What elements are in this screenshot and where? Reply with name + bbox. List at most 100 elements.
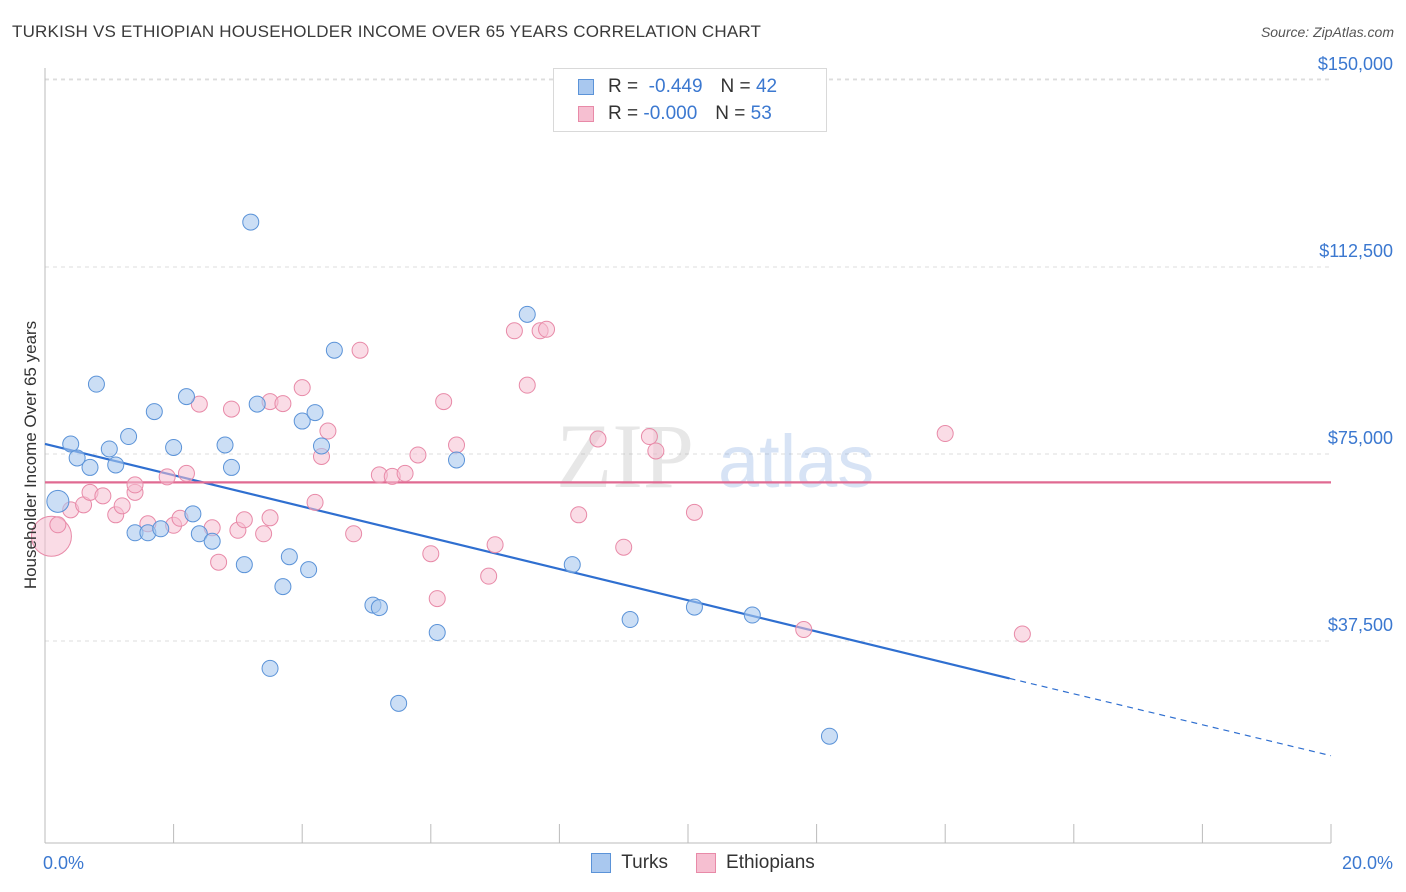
- ethiopians-point: [126, 476, 144, 494]
- ethiopians-point: [538, 320, 556, 338]
- legend-row-turks: R = -0.449 N = 42: [578, 75, 777, 99]
- ethiopians-point: [505, 322, 523, 340]
- ethiopians-point: [319, 422, 337, 440]
- trend-lines: [44, 442, 1332, 757]
- turks-point: [242, 213, 260, 231]
- ethiopians-point: [113, 497, 131, 515]
- ethiopians-point: [640, 428, 658, 446]
- ethiopians-point: [49, 516, 67, 534]
- series-legend: Turks Ethiopians: [0, 852, 1406, 874]
- turks-point: [280, 548, 298, 566]
- turks-point: [621, 611, 639, 629]
- chart-title: TURKISH VS ETHIOPIAN HOUSEHOLDER INCOME …: [12, 22, 762, 41]
- turks-point: [820, 727, 838, 745]
- ethiopians-point: [190, 395, 208, 413]
- ethiopians-point: [210, 553, 228, 571]
- source-label: Source: ZipAtlas.com: [1260, 24, 1394, 40]
- ethiopians-point: [396, 464, 414, 482]
- ethiopians-swatch: [578, 106, 594, 122]
- y-axis-label: Householder Income Over 65 years: [21, 321, 40, 589]
- turks-point: [743, 606, 761, 624]
- turks-point: [46, 489, 70, 513]
- ethiopians-point: [518, 376, 536, 394]
- turks-r-value: -0.449: [648, 76, 703, 97]
- correlation-legend: R = -0.449 N = 42 R = -0.000 N = 53: [553, 68, 827, 132]
- turks-point: [312, 437, 330, 455]
- ethiopians-points: [30, 320, 1031, 643]
- ethiopians-r-label: R =: [608, 103, 639, 124]
- ethiopians-point: [422, 545, 440, 563]
- legend-item-turks[interactable]: Turks: [591, 852, 668, 874]
- watermark-atlas: atlas: [718, 420, 874, 503]
- ethiopians-point: [435, 393, 453, 411]
- turks-point: [448, 451, 466, 469]
- ethiopians-point: [255, 525, 273, 543]
- turks-point: [87, 375, 105, 393]
- y-tick-label: $112,500: [1319, 241, 1393, 261]
- ethiopians-point: [647, 442, 665, 460]
- ethiopians-point: [409, 446, 427, 464]
- y-tick-labels: $37,500 $75,000 $112,500 $150,000: [1318, 54, 1393, 635]
- ethiopians-point: [480, 567, 498, 585]
- y-tick-label: $75,000: [1328, 428, 1393, 448]
- turks-point: [685, 598, 703, 616]
- turks-point: [293, 412, 311, 430]
- watermark: ZIP atlas: [556, 405, 874, 507]
- turks-r-label: R =: [608, 76, 639, 97]
- ethiopians-point: [486, 536, 504, 554]
- legend-item-ethiopians[interactable]: Ethiopians: [696, 852, 815, 874]
- turks-point: [370, 599, 388, 617]
- turks-point: [390, 694, 408, 712]
- ethiopians-point: [158, 468, 176, 486]
- x-tick-label: 20.0%: [1342, 853, 1393, 873]
- ethiopians-point: [351, 341, 369, 359]
- turks-n-label: N =: [720, 76, 751, 97]
- turks-point: [62, 435, 80, 453]
- ethiopians-point: [261, 509, 279, 527]
- turks-point: [68, 449, 86, 467]
- turks-legend-label: Turks: [621, 852, 669, 873]
- ethiopians-point: [94, 487, 112, 505]
- turks-point: [428, 624, 446, 642]
- turks-point: [203, 532, 221, 550]
- ethiopians-point: [448, 436, 466, 454]
- turks-point: [306, 404, 324, 422]
- turks-point: [563, 556, 581, 574]
- y-tick-label: $150,000: [1318, 54, 1393, 74]
- ethiopians-point: [274, 395, 292, 413]
- turks-point: [518, 305, 536, 323]
- turks-point: [81, 458, 99, 476]
- turks-point: [325, 341, 343, 359]
- turks-swatch: [578, 79, 594, 95]
- ethiopians-n-value: 53: [750, 103, 772, 124]
- ethiopians-legend-label: Ethiopians: [726, 852, 815, 873]
- turks-point: [222, 458, 240, 476]
- ethiopians-point: [936, 425, 954, 443]
- ethiopians-point: [222, 400, 240, 418]
- ethiopians-n-label: N =: [715, 103, 746, 124]
- turks-point: [120, 428, 138, 446]
- ethiopians-point: [615, 538, 633, 556]
- turks-point: [145, 403, 163, 421]
- turks-trend-extension: [1009, 677, 1332, 757]
- ethiopians-legend-swatch: [696, 853, 717, 873]
- turks-point: [184, 505, 202, 523]
- turks-point: [190, 525, 208, 543]
- legend-row-ethiopians: R = -0.000 N = 53: [578, 102, 772, 126]
- ethiopians-point: [570, 506, 588, 524]
- turks-point: [152, 520, 170, 538]
- ethiopians-r-value: -0.000: [643, 103, 698, 124]
- ethiopians-point: [306, 493, 324, 511]
- ethiopians-point: [345, 525, 363, 543]
- turks-point: [300, 561, 318, 579]
- turks-point: [216, 436, 234, 454]
- ethiopians-point: [293, 379, 311, 397]
- ethiopians-point: [685, 503, 703, 521]
- turks-points: [46, 213, 838, 745]
- turks-point: [261, 659, 279, 677]
- ethiopians-point: [428, 590, 446, 608]
- turks-point: [100, 440, 118, 458]
- x-tick-label: 0.0%: [43, 853, 84, 873]
- axes: [44, 68, 1332, 844]
